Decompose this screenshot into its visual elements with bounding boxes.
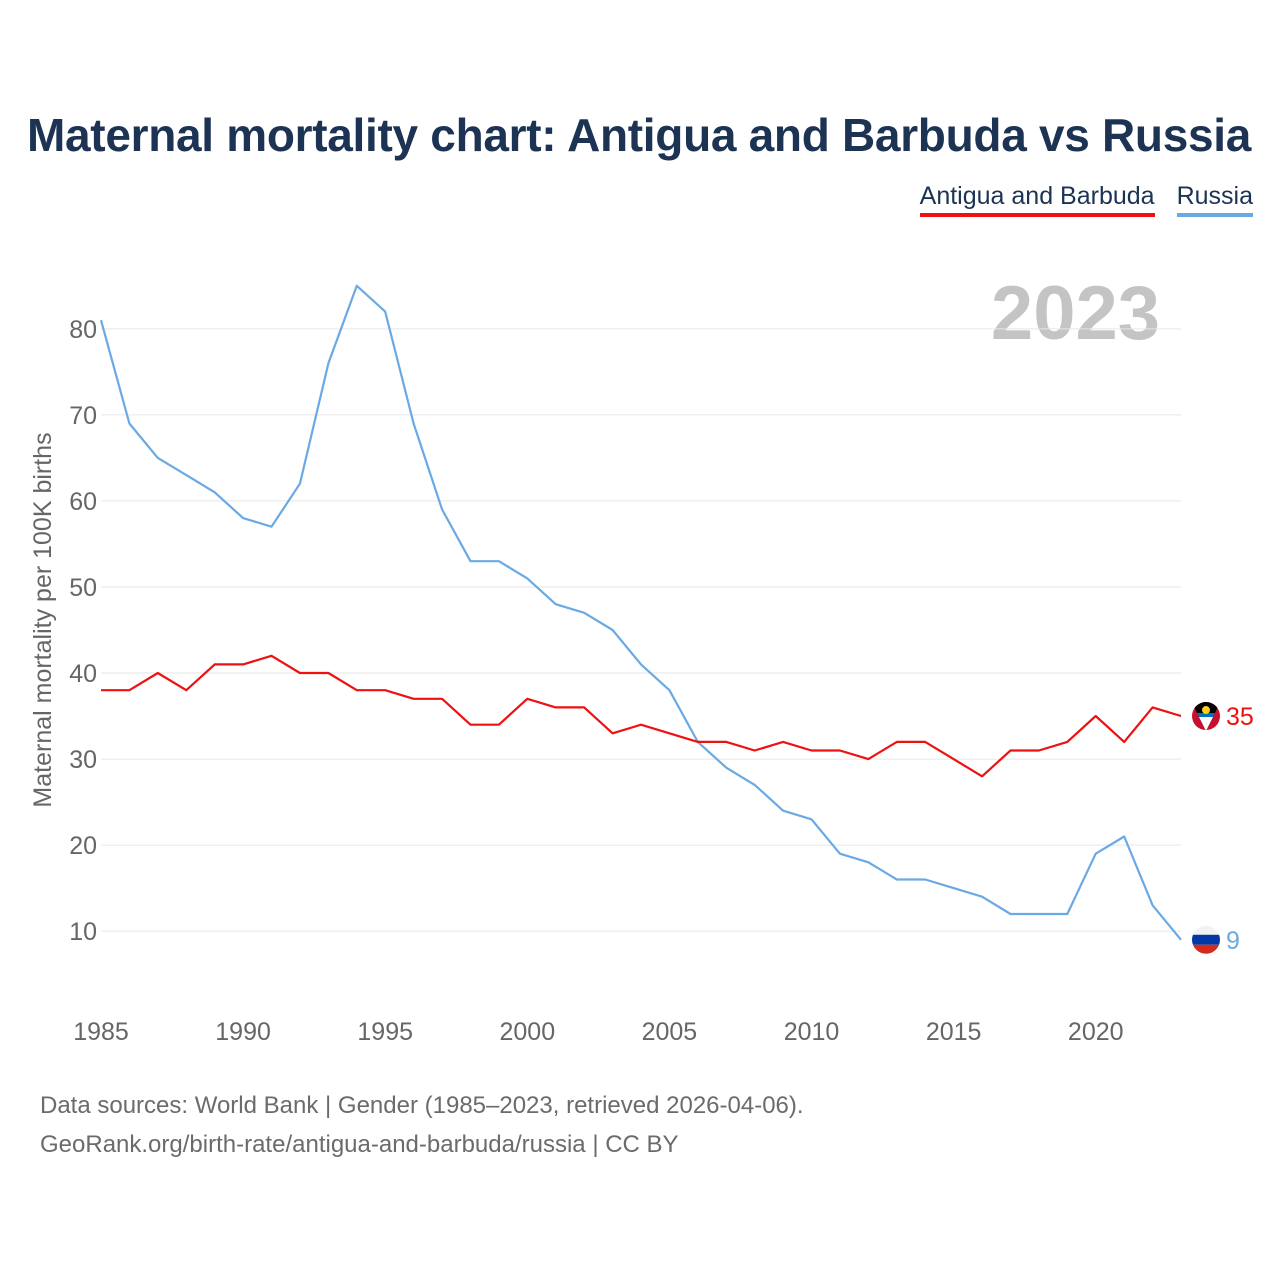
data-source-note: Data sources: World Bank | Gender (1985–… (40, 1092, 804, 1119)
x-tick-label: 1985 (73, 1018, 129, 1046)
y-tick-label: 30 (69, 746, 97, 774)
y-tick-label: 50 (69, 574, 97, 602)
x-tick-label: 2015 (926, 1018, 982, 1046)
x-tick-label: 1995 (357, 1018, 413, 1046)
series-line-antigua-and-barbuda[interactable] (101, 654, 1182, 778)
antigua-and-barbuda-flag-icon (1192, 702, 1220, 731)
y-tick-label: 20 (69, 832, 97, 860)
x-tick-label: 2020 (1068, 1018, 1124, 1046)
y-tick-label: 40 (69, 660, 97, 688)
end-label-antigua-and-barbuda: 35 (1226, 703, 1254, 731)
x-tick-label: 1990 (215, 1018, 271, 1046)
end-label-russia: 9 (1226, 927, 1240, 955)
chart-title: Maternal mortality chart: Antigua and Ba… (27, 109, 1252, 161)
x-tick-label: 2005 (642, 1018, 698, 1046)
y-tick-label: 60 (69, 488, 97, 516)
russia-flag-icon (1192, 925, 1220, 954)
year-label: 2023 (990, 271, 1160, 356)
y-tick-label: 10 (69, 918, 97, 946)
y-tick-label: 80 (69, 316, 97, 344)
end-markers: 35 9 (1192, 702, 1254, 955)
legend: Antigua and Barbuda Russia (919, 182, 1253, 217)
footer: Data sources: World Bank | Gender (1985–… (40, 1086, 804, 1164)
series-line-russia[interactable] (99, 284, 1182, 941)
x-tick-label: 2000 (500, 1018, 556, 1046)
grid-lines (101, 328, 1181, 932)
y-axis-ticks: 10 20 30 40 50 60 70 80 (69, 316, 97, 946)
legend-item-russia[interactable]: Russia (1176, 182, 1253, 217)
y-axis-label: Maternal mortality per 100K births (29, 432, 57, 807)
y-tick-label: 70 (69, 402, 97, 430)
source-url[interactable]: GeoRank.org/birth-rate/antigua-and-barbu… (40, 1131, 679, 1158)
series-lines (99, 284, 1182, 941)
legend-item-antigua-and-barbuda[interactable]: Antigua and Barbuda (919, 182, 1155, 217)
x-tick-label: 2010 (784, 1018, 840, 1046)
x-axis-ticks: 1985 1990 1995 2000 2005 2010 2015 2020 (73, 1018, 1123, 1046)
